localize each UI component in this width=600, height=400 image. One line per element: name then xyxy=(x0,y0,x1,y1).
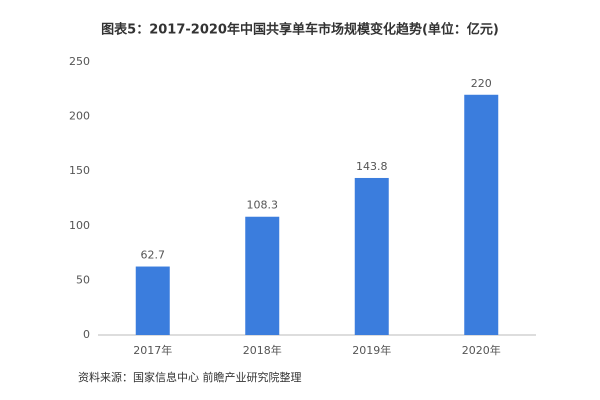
bar xyxy=(464,94,499,335)
data-label: 143.8 xyxy=(356,160,388,173)
y-tick-label: 250 xyxy=(69,55,90,68)
data-label: 62.7 xyxy=(141,249,166,262)
x-tick-label: 2019年 xyxy=(352,343,391,357)
y-tick-label: 100 xyxy=(69,219,90,232)
source-note: 资料来源：国家信息中心 前瞻产业研究院整理 xyxy=(78,370,302,384)
chart-title: 图表5：2017-2020年中国共享单车市场规模变化趋势(单位：亿元) xyxy=(101,22,499,38)
bar xyxy=(245,216,280,335)
bar xyxy=(354,177,389,335)
y-tick-label: 50 xyxy=(76,273,90,286)
x-tick-label: 2018年 xyxy=(243,343,282,357)
data-label: 220 xyxy=(471,77,492,90)
y-tick-label: 200 xyxy=(69,110,90,123)
data-label: 108.3 xyxy=(247,199,279,212)
bar xyxy=(135,266,170,335)
x-tick-label: 2020年 xyxy=(462,343,501,357)
x-tick-label: 2017年 xyxy=(133,343,172,357)
y-tick-label: 150 xyxy=(69,164,90,177)
y-tick-label: 0 xyxy=(83,328,90,341)
